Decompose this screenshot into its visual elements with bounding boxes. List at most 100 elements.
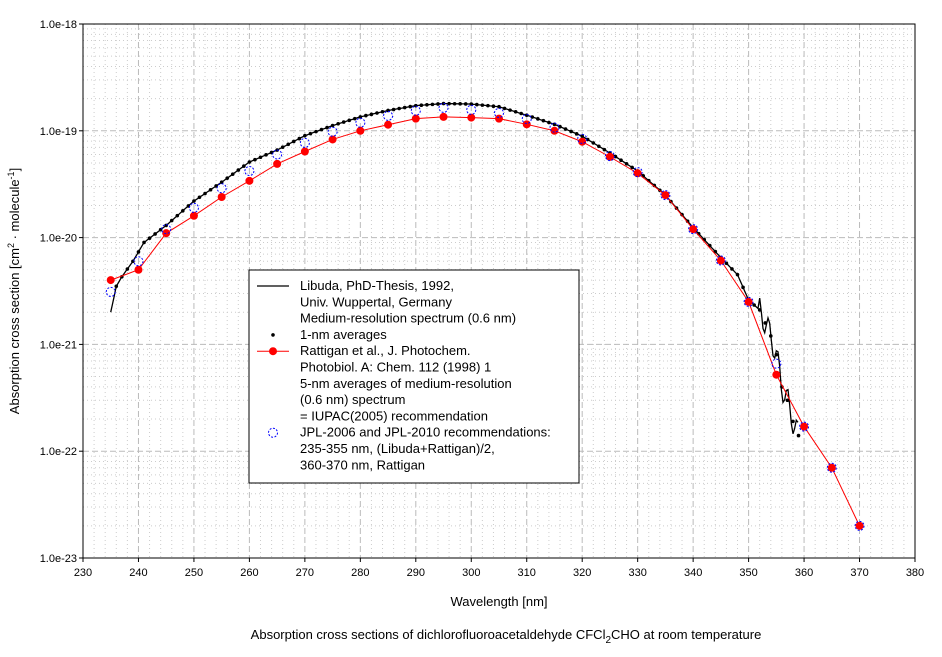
jpl-point [854,520,865,531]
jpl-point [244,166,255,177]
one-nm-average-point [352,116,357,121]
y-tick-label: 1.0e-21 [40,339,77,351]
one-nm-average-point [419,103,424,108]
legend: Libuda, PhD-Thesis, 1992,Univ. Wuppertal… [248,269,580,484]
one-nm-average-point [547,120,551,125]
one-nm-average-point [524,113,529,117]
one-nm-average-point [619,158,623,162]
one-nm-average-point [181,208,185,213]
rattigan-point [661,191,670,200]
rattigan-point [827,463,836,472]
legend-text: Medium-resolution spectrum (0.6 nm) [300,311,516,326]
one-nm-average-point [330,123,335,128]
one-nm-average-point [286,142,291,147]
jpl-point [438,102,449,113]
legend-text: JPL-2006 and JPL-2010 recommendations: [300,425,551,440]
jpl-point [494,107,504,118]
jpl-point [660,190,671,201]
x-tick-label: 310 [518,567,536,579]
rattigan-point [772,370,781,379]
jpl-point [577,133,588,144]
one-nm-average-point [297,136,302,141]
x-tick-label: 230 [74,567,92,579]
y-tick-labels: 1.0e-23 1.0e-22 1.0e-21 1.0e-20 1.0e-19 1.0e-… [40,19,83,565]
rattigan-point [578,137,587,146]
rattigan-point [550,126,559,135]
jpl-point [133,256,144,267]
one-nm-average-point [580,134,584,139]
one-nm-average-point [253,157,257,162]
jpl-point [105,286,116,297]
legend-text: 360-370 nm, Rattigan [300,457,425,472]
x-tick-label: 360 [795,567,813,579]
one-nm-average-point [730,267,734,271]
jpl-point [327,126,338,137]
one-nm-average-point [219,180,224,185]
x-tick-label: 380 [906,567,924,579]
jpl-point [272,149,283,160]
jpl-point [715,255,726,266]
one-nm-average-point [475,102,479,107]
one-nm-average-point [763,321,768,325]
one-nm-average-point [314,129,318,134]
x-tick-label: 370 [850,567,868,579]
one-nm-average-point [264,153,268,157]
legend-text: Libuda, PhD-Thesis, 1992, [300,278,454,293]
rattigan-point [273,159,282,168]
one-nm-average-point [752,303,756,307]
one-nm-average-point [375,111,379,115]
one-nm-average-point [652,183,657,188]
one-nm-average-point [491,104,496,109]
one-nm-average-point [436,102,440,106]
one-nm-average-point [563,127,568,131]
x-tick-label: 280 [351,567,369,579]
one-nm-average-point [541,118,546,123]
jpl-point [771,358,782,369]
one-nm-average-point [486,103,490,108]
one-nm-average-point [291,139,296,144]
rattigan-point [716,256,725,265]
one-nm-average-point [796,433,801,438]
y-tick-label: 1.0e-20 [40,233,77,245]
one-nm-average-point [458,102,462,106]
one-nm-average-point [519,111,523,116]
jpl-point [188,202,199,213]
y-tick-label: 1.0e-23 [40,553,77,565]
jpl-point [604,151,615,162]
legend-text: 1-nm averages [300,327,387,342]
x-tick-label: 300 [462,567,480,579]
y-tick-label: 1.0e-18 [40,19,77,31]
one-nm-average-point [230,172,235,176]
jpl-point [549,122,560,133]
legend-text: (0.6 nm) spectrum [300,392,405,407]
one-nm-average-point [430,102,435,107]
jpl-point [688,224,699,235]
one-nm-average-point [147,236,152,241]
jpl-point [632,167,643,178]
one-nm-average-point [203,191,207,196]
jpl-point [410,105,421,116]
rattigan-point [800,422,809,431]
one-nm-average-point [319,127,324,132]
jpl-point [826,462,837,473]
one-nm-average-point [308,131,313,136]
one-nm-average-point [508,108,512,112]
rattigan-point [356,126,365,135]
one-nm-average-point [242,164,246,168]
one-nm-average-point [325,125,329,130]
one-nm-average-point [425,103,429,107]
x-tick-labels: 230 240 250 260 270 280 290 300 310 320 330 340 350 3… [74,558,924,579]
one-nm-average-point [497,104,501,109]
rattigan-point [467,113,476,122]
one-nm-average-point [142,240,146,245]
x-tick-label: 250 [185,567,203,579]
legend-text: Univ. Wuppertal, Germany [300,294,452,309]
one-nm-average-point [574,132,579,136]
one-nm-average-point [169,218,174,223]
one-nm-average-point [569,129,573,134]
one-nm-average-point [447,101,451,106]
legend-text: = IUPAC(2005) recommendation [300,408,488,423]
one-nm-average-point [441,101,446,106]
plot-frame [82,23,916,559]
